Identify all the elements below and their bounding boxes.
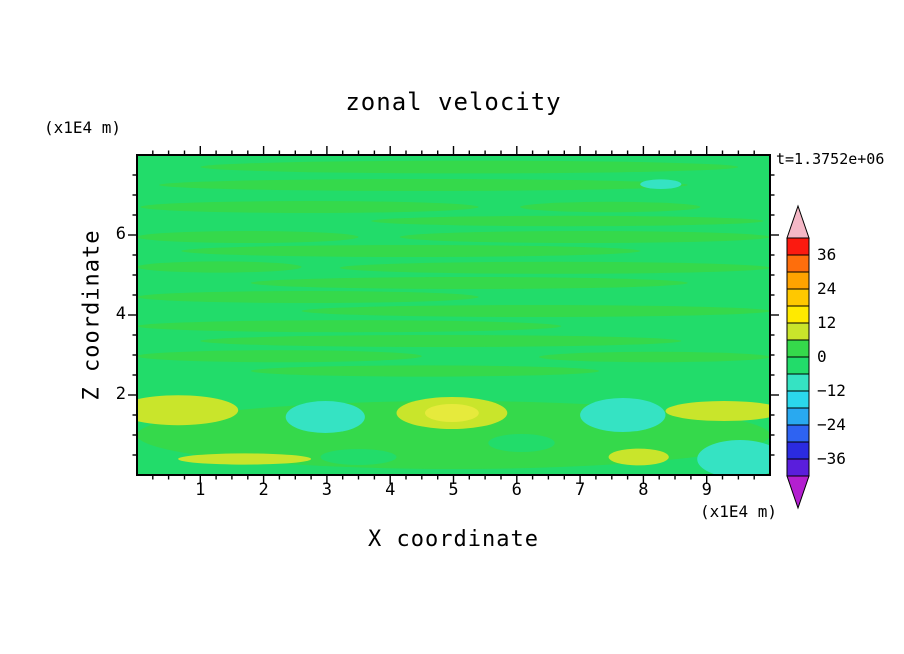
colorbar-label: 36 — [817, 245, 837, 264]
x-axis-title: X coordinate — [368, 527, 539, 552]
colorbar — [786, 204, 810, 510]
y-tick-label: 2 — [115, 384, 126, 404]
colorbar-label: 24 — [817, 279, 837, 298]
chart-title: zonal velocity — [345, 88, 562, 116]
x-tick-label: 2 — [258, 480, 269, 500]
x-tick-label: 9 — [701, 480, 712, 500]
x-tick-label: 8 — [638, 480, 649, 500]
colorbar-label: −36 — [817, 449, 846, 468]
time-annotation: t=1.3752e+06 — [776, 150, 885, 168]
colorbar-label: 0 — [817, 347, 827, 366]
x-tick-label: 3 — [321, 480, 333, 500]
colorbar-label: 12 — [817, 313, 837, 332]
x-tick-label: 4 — [385, 480, 396, 500]
x-tick-label: 5 — [448, 480, 459, 500]
x-tick-label: 6 — [511, 480, 522, 500]
y-tick-label: 4 — [115, 304, 126, 324]
x-axis-units-label: (x1E4 m) — [699, 502, 777, 521]
contour-plot — [128, 146, 779, 484]
x-tick-label: 1 — [195, 480, 206, 500]
x-tick-label: 7 — [574, 480, 586, 500]
colorbar-label: −12 — [817, 381, 846, 400]
colorbar-label: −24 — [817, 415, 846, 434]
y-tick-label: 6 — [115, 224, 126, 244]
y-axis-units-label: (x1E4 m) — [44, 118, 122, 137]
